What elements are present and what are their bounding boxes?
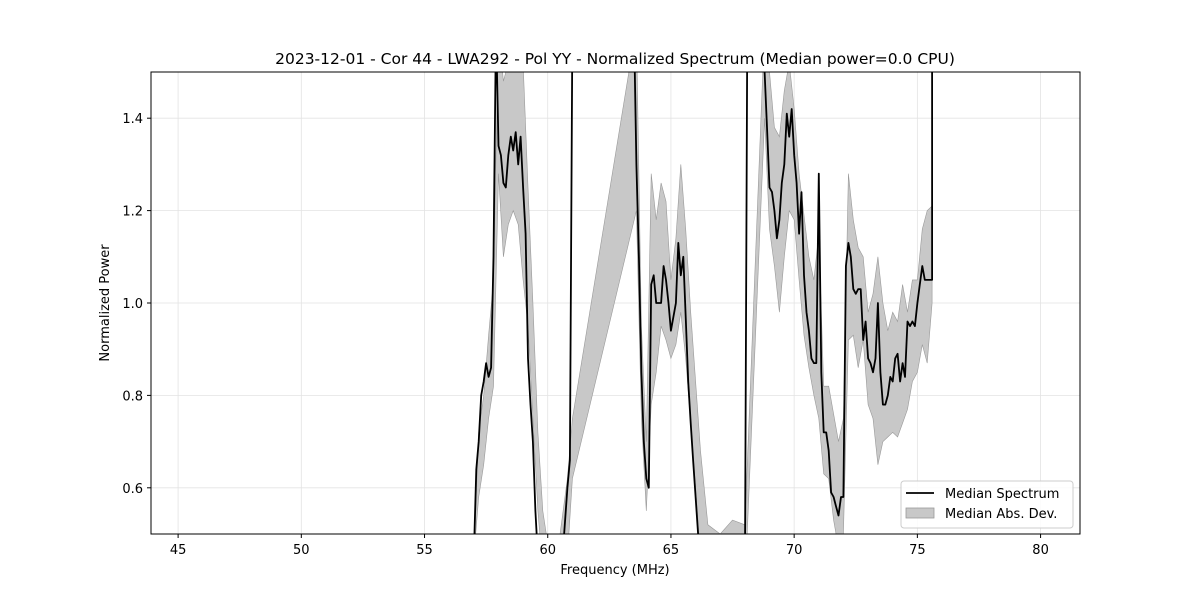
legend-entry-median-spectrum: Median Spectrum [945, 487, 1059, 502]
median-spectrum-line [473, 72, 933, 534]
legend-box [900, 480, 1074, 529]
legend-entry-median-abs-dev: Median Abs. Dev. [945, 507, 1057, 522]
x-tick-label: 50 [293, 543, 310, 558]
y-tick-label: 1.2 [122, 205, 143, 220]
chart-title: 2023-12-01 - Cor 44 - LWA292 - Pol YY - … [275, 50, 955, 68]
x-tick-label: 80 [1032, 543, 1049, 558]
x-tick-label: 60 [539, 543, 556, 558]
legend-band-swatch [905, 507, 935, 519]
x-tick-label: 55 [416, 543, 433, 558]
x-tick-label: 75 [909, 543, 926, 558]
y-tick-label: 1.0 [122, 297, 143, 312]
x-tick-label: 70 [786, 543, 803, 558]
plot-area [473, 72, 933, 534]
x-tick-label: 65 [663, 543, 680, 558]
y-tick-label: 0.8 [122, 389, 143, 404]
y-tick-label: 0.6 [122, 482, 143, 497]
axis-ticks: 45 50 55 60 65 70 75 80 0.6 0.8 1.0 1.2 1.4 [122, 112, 1049, 558]
x-axis-label: Frequency (MHz) [560, 563, 669, 578]
y-axis-label: Normalized Power [98, 244, 113, 362]
y-tick-label: 1.4 [122, 112, 143, 127]
legend: Median Spectrum Median Abs. Dev. [900, 480, 1074, 529]
x-tick-label: 45 [170, 543, 187, 558]
